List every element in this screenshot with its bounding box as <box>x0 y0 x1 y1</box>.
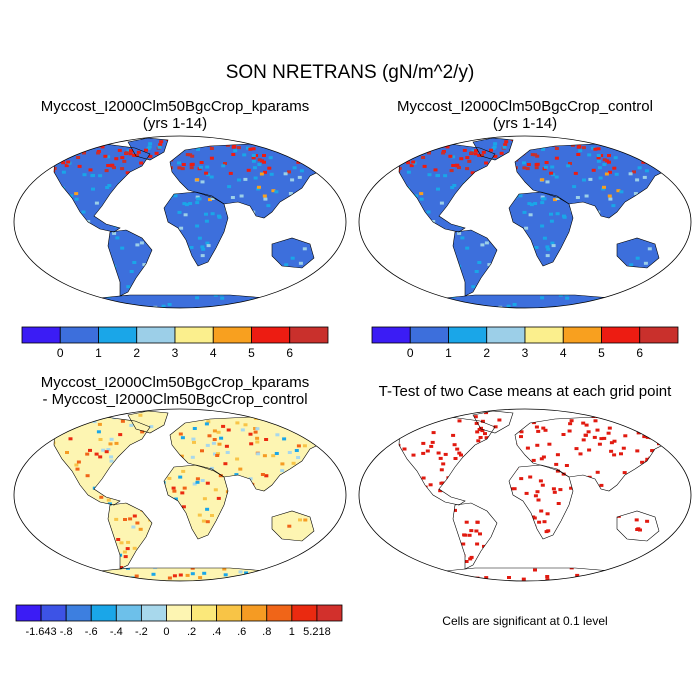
colorbar-swatch <box>562 326 602 344</box>
land-south-america <box>108 503 152 569</box>
colorbar-tick-label: 0 <box>407 346 414 360</box>
colorbar-swatch <box>289 326 329 344</box>
map-border <box>358 408 692 582</box>
colorbar-tick-label: 5 <box>248 346 255 360</box>
colorbar-kparams: 0 1 2 3 4 5 6 <box>21 326 329 360</box>
colorbar-tick-label: 0 <box>57 346 64 360</box>
figure-title: SON NRETRANS (gN/m^2/y) <box>225 62 475 83</box>
colorbar-tick-label: -.2 <box>135 626 148 638</box>
land-australia <box>617 238 659 268</box>
colorbar-swatch <box>65 604 92 622</box>
colorbar-tick-label: 1 <box>445 346 452 360</box>
land-north-america <box>54 417 150 505</box>
colorbar-swatch <box>639 326 679 344</box>
land-north-america <box>399 417 495 505</box>
colorbar-swatch <box>59 326 99 344</box>
map-border <box>13 135 347 309</box>
colorbar-tick-label: 4 <box>210 346 217 360</box>
colorbar-swatch <box>241 604 268 622</box>
panel-1-heading: Myccost_I2000Clm50BgcCrop_kparams (yrs 1… <box>20 98 330 132</box>
land-south-america <box>108 230 152 296</box>
map-control <box>358 135 692 309</box>
colorbar-swatch <box>371 326 411 344</box>
colorbar-tick-label: .2 <box>187 626 196 638</box>
colorbar-tick-label: 2 <box>483 346 490 360</box>
colorbar-swatch <box>166 604 192 622</box>
land-south-america <box>453 503 497 569</box>
colorbar-tick-label: 5.218 <box>303 626 331 638</box>
colorbar-tick-label: 1 <box>95 346 102 360</box>
land-europe-asia <box>170 144 328 218</box>
panel-2-heading: Myccost_I2000Clm50BgcCrop_control (yrs 1… <box>370 98 680 132</box>
land-australia <box>617 511 659 541</box>
land-greenland <box>128 411 168 433</box>
panel-3-subtitle: - Myccost_I2000Clm50BgcCrop_control <box>42 391 308 408</box>
land-africa <box>509 192 573 266</box>
colorbar-tick-label: 3 <box>172 346 179 360</box>
colorbar-tick-label: -1.643 <box>25 626 56 638</box>
colorbar-tick-label: 5 <box>598 346 605 360</box>
colorbar-tick-label: 3 <box>522 346 529 360</box>
map-border <box>358 135 692 309</box>
map-border <box>13 408 347 582</box>
land-south-america <box>453 230 497 296</box>
colorbar-tick-label: 0 <box>163 626 169 638</box>
colorbar-tick-label: 4 <box>560 346 567 360</box>
colorbar-swatch <box>136 326 176 344</box>
colorbar-tick-label: .6 <box>237 626 246 638</box>
colorbar-swatch <box>524 326 564 344</box>
colorbar-swatch <box>40 604 67 622</box>
colorbar-tick-label: -.4 <box>110 626 123 638</box>
colorbar-swatch <box>212 326 252 344</box>
land-europe-asia <box>515 417 673 491</box>
colorbar-swatch <box>251 326 291 344</box>
colorbar-swatch <box>115 604 142 622</box>
land-australia <box>272 238 314 268</box>
panel-2-subtitle: (yrs 1-14) <box>492 115 558 132</box>
colorbar-swatch <box>15 604 42 622</box>
colorbar-swatch <box>486 326 526 344</box>
panel-2-title: Myccost_I2000Clm50BgcCrop_control <box>397 98 653 115</box>
colorbar-tick-label: 1 <box>289 626 295 638</box>
colorbar-control: 0 1 2 3 4 5 6 <box>371 326 679 360</box>
panel-4-title: T-Test of two Case means at each grid po… <box>378 383 672 400</box>
colorbar-difference: -1.643 -.8 -.6 -.4 -.2 0 .2 .4 .6 .8 1 5.218 <box>15 604 343 638</box>
colorbar-swatch <box>291 604 318 622</box>
colorbar-swatch <box>21 326 61 344</box>
colorbar-tick-label: 6 <box>636 346 643 360</box>
panel-4-heading: T-Test of two Case means at each grid po… <box>360 383 690 400</box>
colorbar-swatch <box>140 604 167 622</box>
map-kparams <box>13 135 347 309</box>
land-africa <box>509 465 573 539</box>
panel-3-heading: Myccost_I2000Clm50BgcCrop_kparams - Mycc… <box>20 374 330 408</box>
colorbar-swatch <box>266 604 293 622</box>
colorbar-swatch <box>316 604 343 622</box>
land-africa <box>164 465 228 539</box>
panel-1-subtitle: (yrs 1-14) <box>142 115 208 132</box>
colorbar-swatch <box>174 326 214 344</box>
panel-1-title: Myccost_I2000Clm50BgcCrop_kparams <box>40 98 310 115</box>
colorbar-swatch <box>216 604 243 622</box>
colorbar-swatch <box>448 326 488 344</box>
colorbar-swatch <box>191 604 218 622</box>
colorbar-tick-label: .8 <box>262 626 271 638</box>
colorbar-swatch <box>90 604 117 622</box>
colorbar-swatch <box>601 326 641 344</box>
colorbar-tick-label: -.8 <box>60 626 73 638</box>
panel-3-title: Myccost_I2000Clm50BgcCrop_kparams <box>40 374 310 391</box>
map-ttest <box>358 408 692 582</box>
significance-note: Cells are significant at 0.1 level <box>442 614 608 628</box>
colorbar-swatch <box>409 326 449 344</box>
land-europe-asia <box>515 144 673 218</box>
colorbar-tick-label: -.6 <box>85 626 98 638</box>
colorbar-swatch <box>98 326 138 344</box>
land-africa <box>164 192 228 266</box>
colorbar-tick-label: 6 <box>286 346 293 360</box>
map-difference <box>13 408 347 582</box>
colorbar-tick-label: .4 <box>212 626 221 638</box>
colorbar-tick-label: 2 <box>133 346 140 360</box>
